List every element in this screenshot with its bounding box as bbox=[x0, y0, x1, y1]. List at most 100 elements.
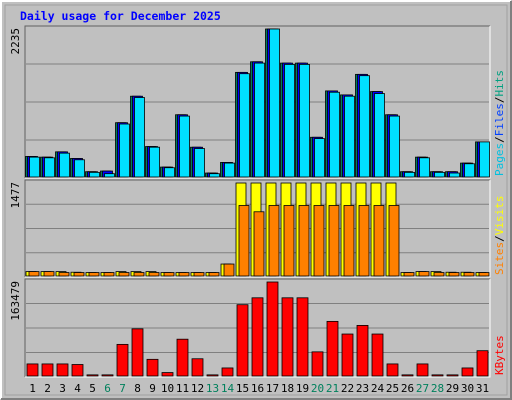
bar-pages-day-20 bbox=[314, 138, 325, 178]
legend-pages: Pages bbox=[493, 143, 506, 176]
bar-sites-day-8 bbox=[133, 272, 145, 277]
bar-sites-day-27 bbox=[418, 271, 430, 277]
bar-pages-day-12 bbox=[194, 148, 205, 178]
bar-sites-day-22 bbox=[343, 205, 355, 277]
x-tick-label: 6 bbox=[104, 382, 111, 395]
bar-kbytes-day-7 bbox=[116, 343, 129, 377]
bar-sites-day-15 bbox=[238, 205, 250, 277]
bar-sites-day-20 bbox=[313, 205, 325, 277]
legend-kbytes: KBytes bbox=[493, 335, 506, 375]
chart-panels: 2235Pages/Files/Hits1477Sites/Visits1634… bbox=[9, 25, 506, 378]
bar-kbytes-day-4 bbox=[71, 364, 84, 377]
legend-sites: Sites bbox=[493, 242, 506, 275]
bar-pages-day-13 bbox=[209, 173, 220, 178]
bar-pages-day-26 bbox=[404, 171, 415, 178]
panel-hits-max-label: 2235 bbox=[9, 28, 22, 55]
x-tick-label: 29 bbox=[446, 382, 459, 395]
x-tick-label: 1 bbox=[29, 382, 36, 395]
x-tick-label: 28 bbox=[431, 382, 444, 395]
bar-kbytes-day-8 bbox=[131, 328, 144, 377]
x-tick-label: 16 bbox=[251, 382, 264, 395]
bar-sites-day-25 bbox=[388, 205, 400, 277]
x-tick-label: 27 bbox=[416, 382, 429, 395]
bar-kbytes-day-20 bbox=[311, 351, 324, 377]
bar-sites-day-23 bbox=[358, 205, 370, 277]
panel-kbytes-max-label: 163479 bbox=[9, 281, 22, 321]
bar-sites-day-9 bbox=[148, 272, 160, 277]
bar-pages-day-31 bbox=[479, 141, 490, 178]
x-tick-label: 4 bbox=[74, 382, 81, 395]
chart-title: Daily usage for December 2025 bbox=[20, 9, 221, 23]
bar-sites-day-13 bbox=[208, 272, 220, 277]
bar-sites-day-1 bbox=[28, 271, 40, 277]
panel-hits-legend: Pages/Files/Hits bbox=[493, 70, 506, 176]
bar-kbytes-day-30 bbox=[461, 367, 474, 377]
bar-pages-day-22 bbox=[344, 95, 355, 178]
bar-sites-day-30 bbox=[463, 272, 475, 277]
x-tick-label: 11 bbox=[176, 382, 189, 395]
bar-kbytes-day-23 bbox=[356, 324, 369, 377]
legend-visits: Visits bbox=[493, 196, 506, 236]
x-tick-label: 9 bbox=[149, 382, 156, 395]
panel-kbytes: 163479 KBytes bbox=[9, 278, 506, 378]
x-tick-label: 10 bbox=[161, 382, 174, 395]
legend-separator: / bbox=[493, 235, 506, 242]
legend-separator: / bbox=[493, 136, 506, 143]
panel-hits: 2235 Pages/Files/Hits bbox=[9, 25, 506, 179]
legend-separator: / bbox=[493, 97, 506, 104]
bar-kbytes-day-25 bbox=[386, 363, 399, 377]
x-tick-label: 14 bbox=[221, 382, 235, 395]
bar-pages-day-15 bbox=[239, 73, 250, 178]
x-tick-label: 17 bbox=[266, 382, 279, 395]
legend-files: Files bbox=[493, 103, 506, 136]
x-axis: 1 2 3 4 5 6 7 8 9 10 11 12 13 14 15 16 17 18 19 20 21 22 23 24 2… bbox=[29, 382, 489, 395]
bar-sites-day-6 bbox=[103, 272, 115, 277]
x-tick-label: 5 bbox=[89, 382, 96, 395]
bar-kbytes-day-5 bbox=[86, 374, 99, 377]
x-tick-label: 22 bbox=[341, 382, 354, 395]
bar-pages-day-11 bbox=[179, 115, 190, 178]
bar-pages-day-30 bbox=[464, 163, 475, 178]
bar-pages-day-29 bbox=[449, 172, 460, 178]
bar-kbytes-day-27 bbox=[416, 363, 429, 377]
bar-pages-day-6 bbox=[104, 173, 115, 178]
x-tick-label: 12 bbox=[191, 382, 204, 395]
bar-pages-day-28 bbox=[434, 171, 445, 178]
bar-pages-day-23 bbox=[359, 75, 370, 178]
x-tick-label: 23 bbox=[356, 382, 369, 395]
bar-sites-day-31 bbox=[478, 272, 490, 277]
bar-kbytes-day-29 bbox=[446, 374, 459, 377]
bar-pages-day-17 bbox=[269, 28, 280, 178]
bar-kbytes-day-6 bbox=[101, 374, 114, 377]
bar-sites-day-18 bbox=[283, 205, 295, 277]
bar-kbytes-day-11 bbox=[176, 338, 189, 377]
bar-kbytes-day-31 bbox=[476, 350, 489, 377]
bar-kbytes-day-24 bbox=[371, 333, 384, 377]
bar-kbytes-day-16 bbox=[251, 297, 264, 377]
panel-kbytes-legend: KBytes bbox=[493, 335, 506, 375]
bar-pages-day-25 bbox=[389, 115, 400, 178]
bar-kbytes-day-21 bbox=[326, 320, 339, 377]
bar-sites-day-2 bbox=[43, 271, 55, 277]
x-tick-label: 2 bbox=[44, 382, 51, 395]
bar-kbytes-day-2 bbox=[41, 363, 54, 377]
x-tick-label: 31 bbox=[476, 382, 489, 395]
x-tick-label: 30 bbox=[461, 382, 474, 395]
bar-pages-day-4 bbox=[74, 159, 85, 178]
bar-sites-day-16 bbox=[253, 211, 265, 277]
bar-sites-day-26 bbox=[403, 272, 415, 277]
x-tick-label: 8 bbox=[134, 382, 141, 395]
x-tick-label: 20 bbox=[311, 382, 324, 395]
bar-kbytes-day-13 bbox=[206, 374, 219, 377]
panel-visits-bevel-light bbox=[25, 180, 491, 278]
bar-pages-day-9 bbox=[149, 146, 160, 178]
bar-sites-day-19 bbox=[298, 205, 310, 277]
bar-pages-day-19 bbox=[299, 64, 310, 178]
bar-kbytes-day-12 bbox=[191, 358, 204, 377]
panel-visits-bevel-dark bbox=[24, 179, 490, 277]
panel-visits-max-label: 1477 bbox=[9, 182, 22, 209]
x-tick-label: 7 bbox=[119, 382, 126, 395]
